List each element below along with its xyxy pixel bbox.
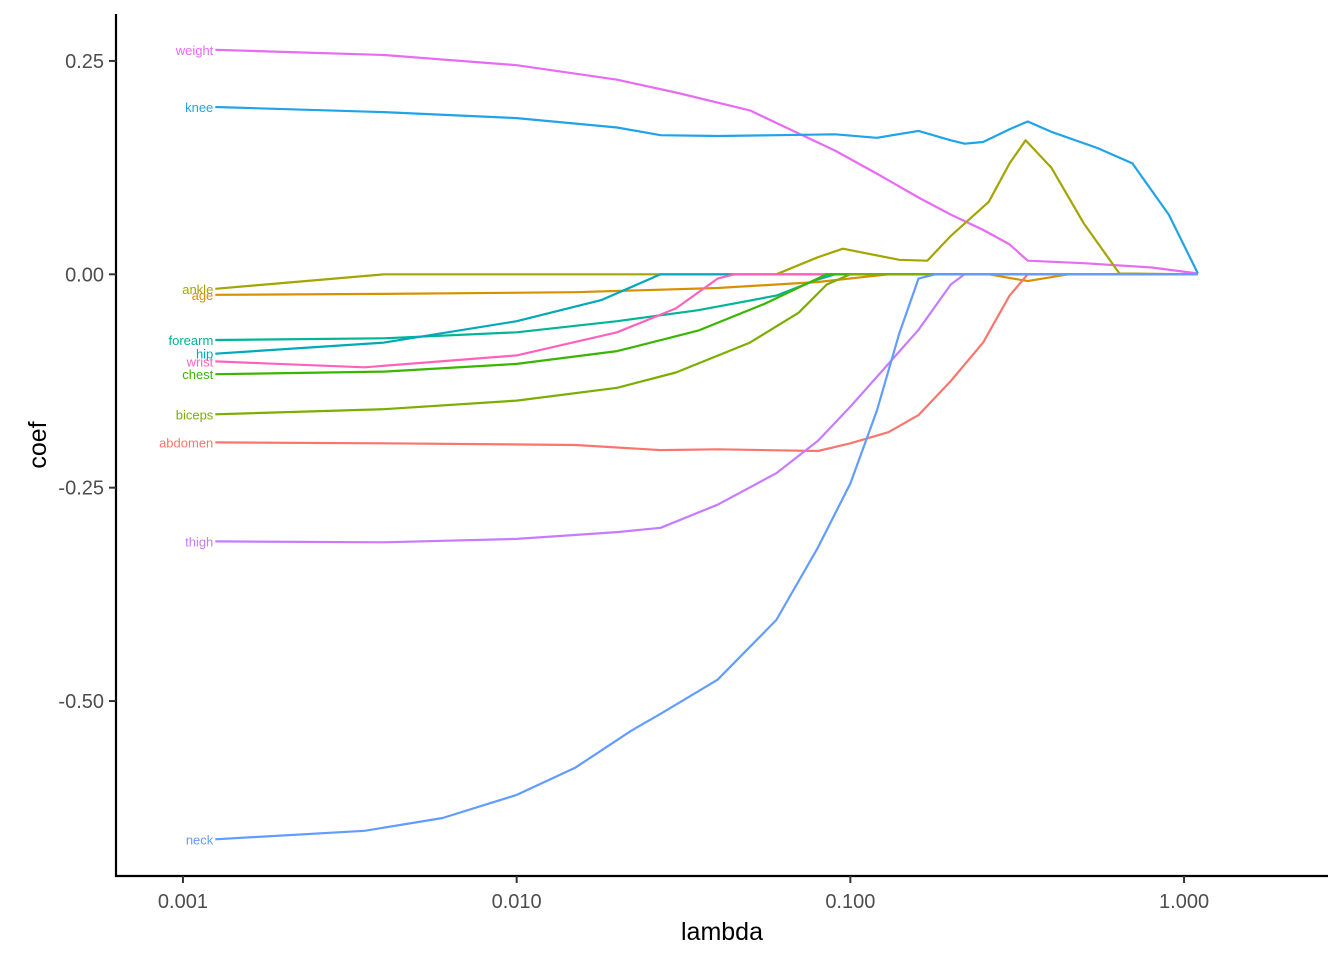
series-line-chest — [215, 273, 1198, 376]
series-line-weight — [215, 48, 1199, 275]
y-tick-label: -0.25 — [58, 478, 104, 500]
x-tick-label: 0.001 — [158, 891, 208, 913]
x-tick-label: 0.010 — [492, 891, 542, 913]
x-tick-label: 1.000 — [1159, 891, 1209, 913]
series-line-abdomen — [215, 273, 1198, 453]
series-label-knee: knee — [185, 100, 213, 115]
series-label-ankle: ankle — [182, 282, 213, 297]
series-line-wrist — [215, 273, 1198, 369]
series-label-thigh: thigh — [185, 534, 213, 549]
series-line-ankle — [215, 139, 1198, 290]
series-line-forearm — [215, 273, 1198, 342]
series-label-weight: weight — [175, 43, 214, 58]
series-layer — [215, 48, 1199, 841]
series-line-age — [215, 273, 1198, 296]
series-label-age: age — [192, 288, 214, 303]
y-tick-label: -0.50 — [58, 691, 104, 713]
x-axis-ticks: 0.001 0.010 0.100 1.000 — [158, 876, 1209, 913]
series-label-hip: hip — [196, 347, 213, 362]
series-line-thigh — [215, 273, 1198, 544]
series-line-biceps — [215, 273, 1198, 416]
series-label-biceps: biceps — [176, 407, 214, 422]
y-tick-label: 0.25 — [65, 51, 104, 73]
y-axis-ticks: 0.25 0.00 -0.25 -0.50 — [58, 51, 116, 713]
series-label-chest: chest — [182, 367, 213, 382]
y-tick-label: 0.00 — [65, 264, 104, 286]
series-label-forearm: forearm — [169, 333, 214, 348]
series-line-knee — [215, 105, 1199, 274]
series-label-neck: neck — [186, 832, 214, 847]
x-tick-label: 0.100 — [825, 891, 875, 913]
series-line-neck — [215, 273, 1198, 841]
y-axis-title: coef — [24, 421, 52, 468]
series-label-wrist: wrist — [186, 354, 214, 369]
series-label-abdomen: abdomen — [159, 435, 213, 450]
x-axis-title: lambda — [681, 918, 763, 946]
